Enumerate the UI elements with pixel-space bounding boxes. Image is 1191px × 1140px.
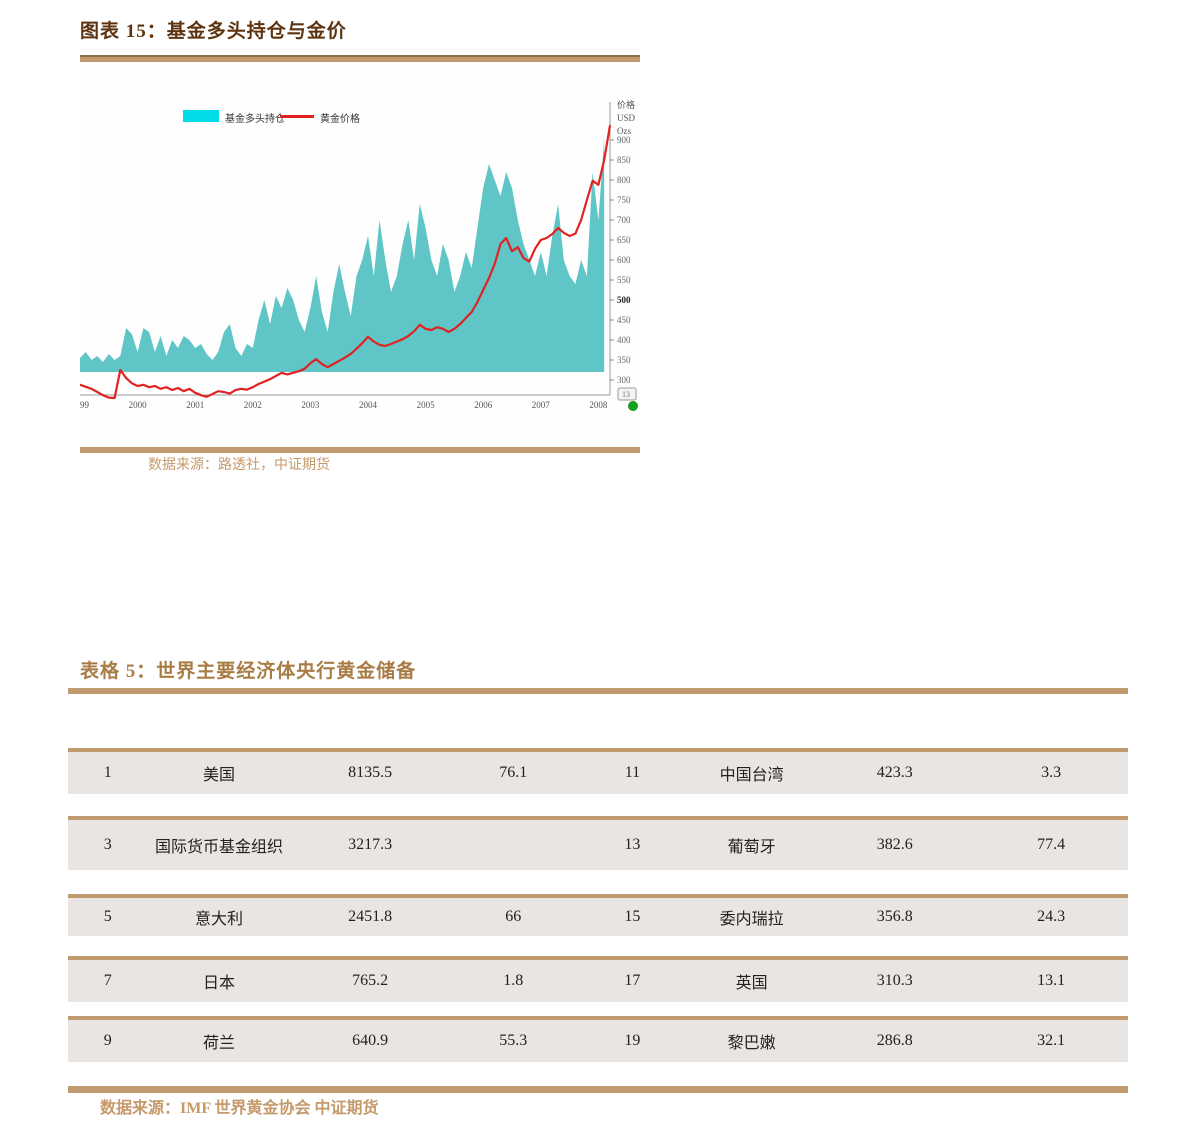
x-axis-tick-label: 2001 [186, 400, 204, 410]
figure-source: 数据来源：路透社，中证期货 [148, 458, 330, 473]
green-dot-icon [628, 401, 638, 411]
table-cell: 13 [624, 836, 641, 853]
x-axis-tick-label: 1999 [80, 400, 90, 410]
table-cell: 国际货币基金组织 [155, 839, 284, 856]
table-row: 9 荷兰 640.9 55.3 19 黎巴嫩 286.8 32.1 [68, 1016, 1128, 1062]
area-legend-label: 基金多头持仓 [225, 114, 285, 125]
table-cell: 3.3 [1041, 764, 1062, 781]
table-cell: 委内瑞拉 [719, 911, 784, 928]
table-row: 3 国际货币基金组织 3217.3 13 葡萄牙 382.6 77.4 [68, 816, 1128, 870]
right-axis-tick-label: 900 [617, 135, 631, 145]
table-cell: 286.8 [876, 1032, 913, 1049]
table-cell: 11 [624, 764, 641, 781]
table-cell: 66 [505, 908, 522, 925]
figure-title-rule [80, 55, 640, 64]
right-axis-tick-label: 500 [617, 295, 631, 305]
table-cell: 2451.8 [348, 908, 393, 925]
right-axis-tick-label: 700 [617, 215, 631, 225]
table-cell: 17 [624, 972, 641, 989]
table-cell: 423.3 [876, 764, 913, 781]
figure-bottom-rule [80, 447, 640, 453]
x-axis-tick-label: 2006 [474, 400, 493, 410]
right-axis-unit-label: Ozs [617, 126, 631, 136]
table-cell: 意大利 [195, 911, 244, 928]
table-cell: 英国 [735, 975, 768, 992]
table-cell: 1 [103, 764, 112, 781]
table-cell: 7 [103, 972, 112, 989]
table-bottom-rule [68, 1086, 1128, 1093]
table-cell: 32.1 [1037, 1032, 1066, 1049]
right-axis-tick-label: 550 [617, 275, 631, 285]
table-cell: 765.2 [352, 972, 389, 989]
table-cell: 葡萄牙 [727, 839, 776, 856]
x-axis-tick-label: 2000 [129, 400, 148, 410]
table-cell: 9 [103, 1032, 112, 1049]
table-cell: 3217.3 [348, 836, 393, 853]
table-cell: 76.1 [499, 764, 528, 781]
right-axis-unit-label: USD [617, 113, 636, 123]
gold-positions-chart: 价格 USD Ozs 900 850 800 750 700 650 600 550 500 450 40… [80, 62, 640, 447]
right-axis-tick-label: 450 [617, 315, 631, 325]
table-cell: 荷兰 [203, 1035, 236, 1052]
table-cell: 8135.5 [348, 764, 393, 781]
x-axis-tick-label: 2002 [244, 400, 262, 410]
table-title: 表格 5：世界主要经济体央行黄金储备 [80, 661, 417, 682]
x-axis-tick-label: 2004 [359, 400, 378, 410]
x-axis-tick-label: 2003 [301, 400, 320, 410]
table-cell: 美国 [203, 767, 236, 784]
x-axis-tick-label: 2005 [417, 400, 436, 410]
gold-price-line [80, 124, 612, 400]
table-row: 1 美国 8135.5 76.1 11 中国台湾 423.3 3.3 [68, 748, 1128, 794]
right-axis-tick-label: 600 [617, 255, 631, 265]
table-cell: 19 [624, 1032, 641, 1049]
table-cell: 日本 [203, 975, 236, 992]
line-legend-label: 黄金价格 [320, 114, 360, 125]
table-cell: 1.8 [503, 972, 524, 989]
figure-title: 图表 15：基金多头持仓与金价 [80, 21, 347, 42]
right-axis-tick-label: 850 [617, 155, 631, 165]
table-cell: 310.3 [876, 972, 913, 989]
right-axis-unit-label: 价格 [617, 99, 635, 110]
corner-box-label: 13 [622, 390, 630, 399]
fund-long-positions-area [80, 138, 605, 372]
table-cell: 黎巴嫩 [727, 1035, 776, 1052]
table-cell: 中国台湾 [719, 767, 784, 784]
right-axis-tick-label: 750 [617, 195, 631, 205]
right-axis-tick-label: 300 [617, 375, 631, 385]
table-cell: 3 [103, 836, 112, 853]
table-cell: 13.1 [1037, 972, 1066, 989]
table-cell: 15 [624, 908, 641, 925]
table-row: 7 日本 765.2 1.8 17 英国 310.3 13.1 [68, 956, 1128, 1002]
right-axis-tick-label: 350 [617, 355, 631, 365]
table-title-rule [68, 688, 1128, 694]
x-axis-tick-label: 2008 [589, 400, 608, 410]
x-axis-tick-label: 2007 [532, 400, 551, 410]
table-cell: 5 [103, 908, 112, 925]
line-legend-swatch-icon [280, 115, 314, 118]
table-cell: 640.9 [352, 1032, 389, 1049]
right-axis-tick-label: 650 [617, 235, 631, 245]
table-cell: 55.3 [499, 1032, 528, 1049]
table-cell: 77.4 [1037, 836, 1066, 853]
table-cell: 356.8 [876, 908, 913, 925]
corner-box-icon [617, 387, 637, 401]
table-cell: 382.6 [876, 836, 913, 853]
area-legend-swatch-icon [183, 110, 219, 122]
table-source: 数据来源：IMF 世界黄金协会 中证期货 [100, 1100, 379, 1117]
table-row: 5 意大利 2451.8 66 15 委内瑞拉 356.8 24.3 [68, 894, 1128, 936]
table-cell: 24.3 [1037, 908, 1066, 925]
right-axis-tick-label: 800 [617, 175, 631, 185]
right-axis-tick-label: 400 [617, 335, 631, 345]
